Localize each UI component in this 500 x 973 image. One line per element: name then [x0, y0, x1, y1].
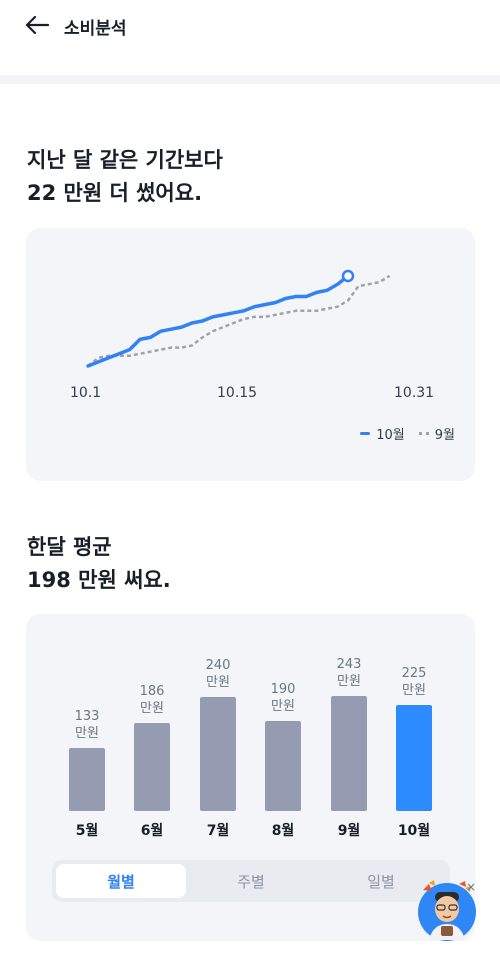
cumulative-spending-chart-card: 10.1 10.15 10.31 10월 9월: [26, 228, 475, 481]
bar-month-label: 8월: [271, 823, 295, 839]
section-divider: [0, 75, 500, 84]
bar-value: 240: [205, 658, 231, 673]
bar-unit: 만원: [140, 701, 164, 716]
average-line-2: 198 만원 써요.: [27, 568, 171, 592]
bar-unit: 만원: [206, 675, 230, 690]
bar-value-label: 243 만원: [319, 656, 379, 690]
bar-unit: 만원: [75, 726, 99, 741]
x-tick-label: 10.31: [394, 385, 435, 401]
legend-label: 9월: [434, 428, 455, 443]
bar-unit: 만원: [402, 683, 426, 698]
bar-value: 190: [270, 682, 296, 697]
legend-swatch-october: [360, 432, 371, 435]
tab-daily[interactable]: 일별: [367, 872, 395, 891]
bar-value: 225: [401, 666, 427, 681]
comparison-line-2: 22 만원 더 썼어요.: [27, 181, 203, 205]
x-tick-label: 10.15: [217, 385, 258, 401]
average-headline: 한달 평균 198 만원 써요.: [27, 531, 171, 597]
comparison-line-1: 지난 달 같은 기간보다: [27, 148, 223, 172]
bar-month-label: 9월: [337, 823, 361, 839]
series-line-october: [86, 274, 350, 368]
bar-month-label: 7월: [206, 823, 230, 839]
bar-value-label: 186 만원: [122, 683, 182, 717]
bar-unit: 만원: [271, 699, 295, 714]
cumulative-spending-chart: [86, 269, 391, 368]
bar-1: [69, 748, 105, 811]
period-segment-control: 월별 주별 일별: [52, 860, 450, 902]
tab-monthly[interactable]: 월별: [56, 864, 186, 898]
character-avatar-icon: [418, 880, 476, 941]
bar-3: [200, 697, 236, 811]
bar-value-label: 240 만원: [188, 657, 248, 691]
bar-value-label: 133 만원: [57, 708, 117, 742]
legend-label: 10월: [376, 428, 405, 443]
x-tick-label: 10.1: [70, 385, 102, 401]
floating-character-button[interactable]: [415, 878, 479, 942]
bar-value: 243: [336, 657, 362, 672]
legend-item-september: 9월: [418, 424, 455, 443]
close-icon[interactable]: ×: [466, 880, 477, 894]
back-arrow-icon[interactable]: [22, 12, 52, 38]
bar-5: [331, 696, 367, 811]
legend-swatch-september: [418, 432, 429, 435]
monthly-spending-chart-card: 133 만원 5월 186 만원 6월 240 만원 7월 190 만원 8월 243 만원 9월 225 만원…: [26, 614, 475, 941]
comparison-headline: 지난 달 같은 기간보다 22 만원 더 썼어요.: [27, 144, 223, 210]
bar-4: [265, 721, 301, 811]
bar-month-label: 5월: [75, 823, 99, 839]
tab-weekly[interactable]: 주별: [237, 872, 265, 891]
bar-value: 186: [139, 684, 165, 699]
bar-month-label: 10월: [397, 823, 431, 839]
bar-month-label: 6월: [140, 823, 164, 839]
bar-value-label: 190 만원: [253, 681, 313, 715]
bar-6: [396, 705, 432, 811]
bar-2: [134, 723, 170, 811]
top-bar: 소비분석: [0, 0, 500, 50]
average-line-1: 한달 평균: [27, 535, 112, 559]
page-title: 소비분석: [64, 19, 127, 39]
bar-value: 133: [74, 709, 100, 724]
bar-value-label: 225 만원: [384, 665, 444, 699]
series-line-september: [87, 274, 391, 367]
chart-legend: 10월 9월: [360, 424, 455, 443]
bar-unit: 만원: [337, 674, 361, 689]
legend-item-october: 10월: [360, 424, 405, 443]
current-point-marker: [341, 269, 355, 283]
